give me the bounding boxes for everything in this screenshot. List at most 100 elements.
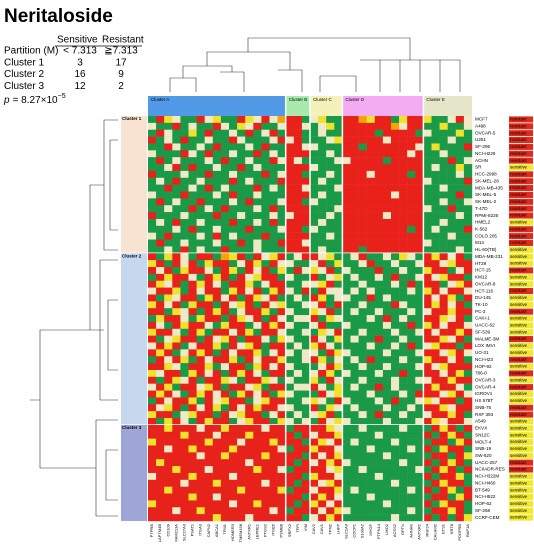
heatmap-cell — [318, 397, 327, 405]
heatmap-cell — [229, 383, 238, 391]
heatmap-cell — [447, 445, 456, 453]
heatmap-cell — [374, 335, 384, 343]
heatmap-cell — [447, 404, 456, 412]
heatmap-cell — [237, 164, 246, 172]
heatmap-cell — [358, 129, 367, 137]
heatmap-cell — [212, 253, 222, 261]
heatmap-cell — [220, 116, 230, 124]
heatmap-cell — [439, 369, 448, 378]
heatmap-cell — [439, 212, 448, 220]
heatmap-cell — [350, 287, 359, 295]
heatmap-cell — [358, 191, 367, 199]
heatmap-cell — [455, 342, 465, 350]
heatmap-cell — [245, 342, 254, 350]
heatmap-cell — [172, 191, 181, 199]
heatmap-cell — [180, 198, 189, 206]
heatmap-cell — [374, 431, 384, 439]
heatmap-cell — [463, 328, 473, 336]
heatmap-cell — [455, 157, 465, 165]
heatmap-cell — [463, 479, 473, 487]
heatmap-cell — [229, 342, 238, 350]
heatmap-cell — [350, 452, 359, 460]
heatmap-cell — [164, 287, 173, 295]
heatmap-cell — [382, 218, 392, 227]
status-label: sensitive — [510, 323, 528, 328]
heatmap-cell — [196, 116, 205, 124]
heatmap-cell — [229, 438, 238, 446]
heatmap-cell — [463, 424, 473, 432]
heatmap-cell — [447, 342, 456, 350]
heatmap-cell — [358, 369, 367, 378]
status-box — [509, 294, 533, 301]
heatmap-cell — [293, 308, 303, 316]
heatmap-cell — [277, 205, 286, 213]
heatmap-cell — [318, 239, 327, 247]
heatmap-cell — [188, 260, 197, 268]
heatmap-cell — [148, 466, 157, 474]
heatmap-cell — [447, 301, 456, 309]
heatmap-cell — [156, 116, 165, 124]
gene-label: SLC2A3 — [344, 523, 349, 539]
heatmap-cell — [293, 280, 303, 288]
heatmap-cell — [269, 335, 278, 343]
heatmap-cell — [399, 308, 408, 316]
heatmap-cell — [148, 205, 157, 213]
heatmap-cell — [455, 260, 465, 268]
heatmap-cell — [261, 301, 270, 309]
heatmap-cell — [407, 225, 416, 233]
heatmap-cell — [261, 507, 270, 515]
heatmap-cell — [350, 500, 359, 508]
heatmap-cell — [285, 459, 294, 467]
heatmap-cell — [439, 507, 448, 515]
heatmap-cell — [439, 164, 448, 172]
heatmap-cell — [407, 376, 416, 384]
heatmap-cell — [180, 321, 189, 329]
heatmap-cell — [277, 507, 286, 515]
heatmap-cell — [180, 218, 189, 227]
heatmap-cell — [463, 411, 473, 419]
heatmap-cell — [237, 507, 246, 515]
heatmap-cell — [423, 170, 432, 178]
heatmap-cell — [229, 191, 238, 199]
heatmap-cell — [301, 273, 311, 281]
heatmap-cell — [196, 472, 205, 481]
heatmap-cell — [180, 472, 189, 481]
heatmap-cell — [326, 205, 335, 213]
heatmap-cell — [423, 472, 432, 481]
heatmap-cell — [423, 486, 432, 494]
heatmap-cell — [318, 177, 327, 185]
heatmap-cell — [220, 438, 230, 446]
heatmap-cell — [439, 493, 448, 501]
heatmap-cell — [229, 349, 238, 357]
heatmap-cell — [301, 225, 311, 233]
heatmap-cell — [407, 191, 416, 199]
heatmap-cell — [358, 445, 367, 453]
heatmap-cell — [374, 225, 384, 233]
heatmap-cell — [261, 459, 270, 467]
heatmap-cell — [334, 198, 343, 206]
heatmap-cell — [439, 116, 448, 124]
heatmap-cell — [285, 177, 294, 185]
heatmap-cell — [431, 122, 440, 130]
heatmap-cell — [358, 157, 367, 165]
heatmap-cell — [180, 507, 189, 515]
heatmap-cell — [180, 418, 189, 426]
heatmap-cell — [399, 459, 408, 467]
heatmap-cell — [188, 150, 197, 158]
heatmap-cell — [366, 493, 375, 501]
heatmap-cell — [407, 472, 416, 481]
heatmap-cell — [439, 184, 448, 192]
status-label: sensitive — [510, 302, 528, 307]
heatmap-cell — [318, 218, 327, 227]
heatmap-cell — [423, 301, 432, 309]
heatmap-cell — [350, 445, 359, 453]
heatmap-cell — [382, 129, 392, 137]
heatmap-cell — [431, 301, 440, 309]
heatmap-cell — [350, 246, 359, 254]
heatmap-cell — [350, 363, 359, 371]
cell-line-label: CAKI-1 — [475, 316, 490, 321]
heatmap-cell — [212, 500, 222, 508]
heatmap-cell — [148, 418, 157, 426]
status-label: sensitive — [510, 419, 528, 424]
heatmap-cell — [261, 280, 270, 288]
